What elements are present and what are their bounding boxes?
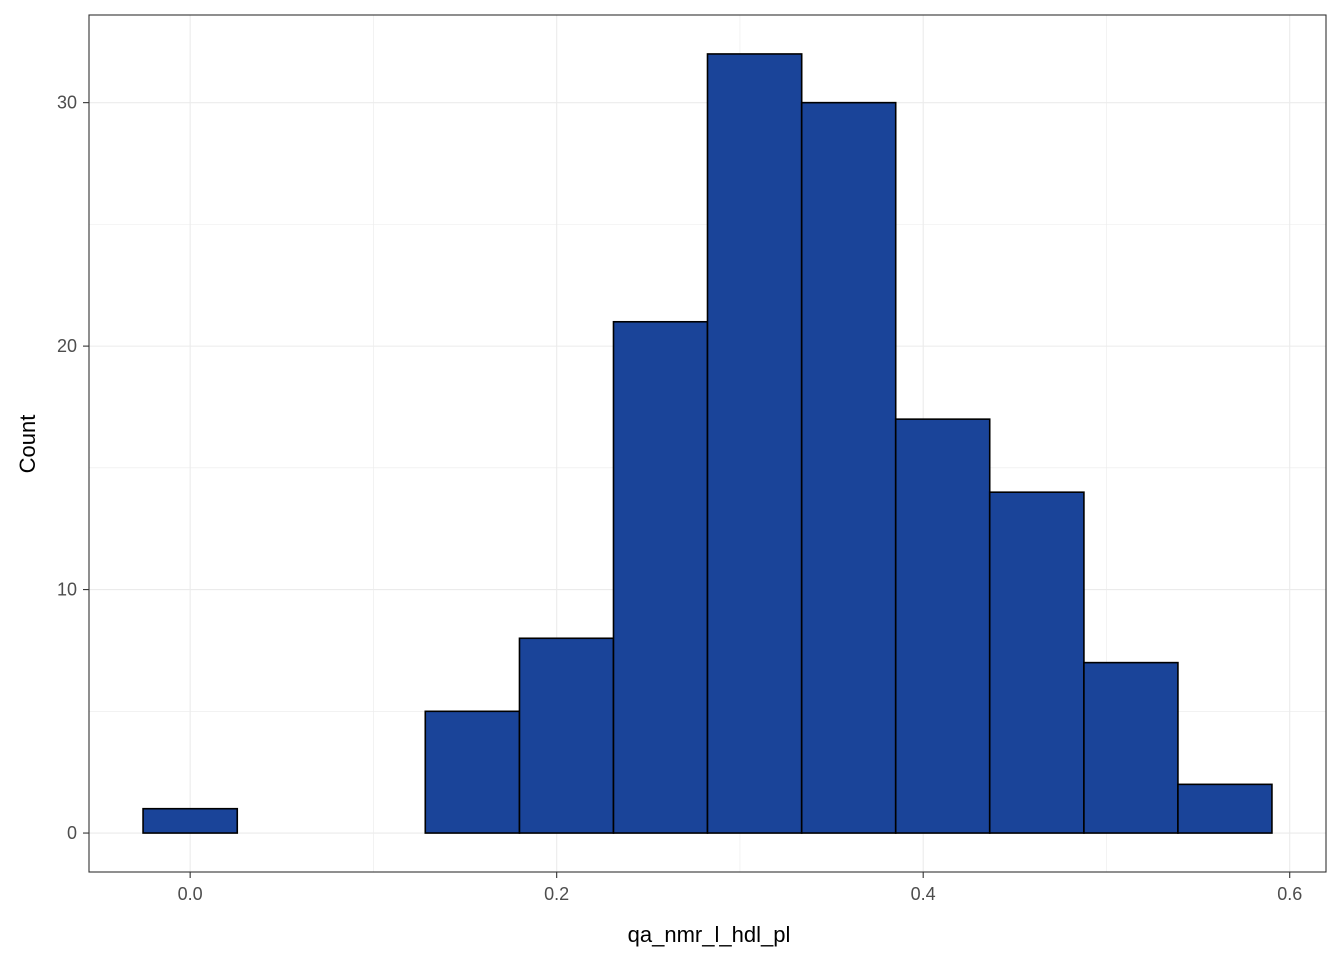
x-tick-label: 0.4	[911, 884, 936, 904]
x-axis-ticks: 0.0 0.2 0.4 0.6	[178, 872, 1302, 904]
y-tick-label: 10	[57, 580, 77, 600]
histogram-bar	[894, 418, 991, 834]
x-tick-label: 0.0	[178, 884, 203, 904]
y-tick-label: 0	[67, 823, 77, 843]
y-axis-ticks: 0 10 20 30	[57, 93, 89, 843]
histogram-bar	[1083, 661, 1179, 834]
x-tick-label: 0.2	[544, 884, 569, 904]
histogram-bar	[518, 637, 615, 834]
y-axis-title: Count	[15, 415, 40, 474]
histogram-bar	[142, 807, 239, 834]
panel-border	[88, 14, 1327, 873]
histogram-bar	[800, 101, 897, 834]
y-tick-label: 20	[57, 336, 77, 356]
y-tick-label: 30	[57, 93, 77, 113]
histogram-bars	[142, 53, 1273, 834]
histogram-bar	[1177, 783, 1273, 834]
histogram-bar	[988, 491, 1085, 834]
histogram-bar	[612, 320, 709, 834]
histogram-bar	[706, 53, 803, 834]
x-axis-title: qa_nmr_l_hdl_pl	[628, 922, 791, 947]
histogram-bar	[424, 710, 521, 834]
x-tick-label: 0.6	[1277, 884, 1302, 904]
